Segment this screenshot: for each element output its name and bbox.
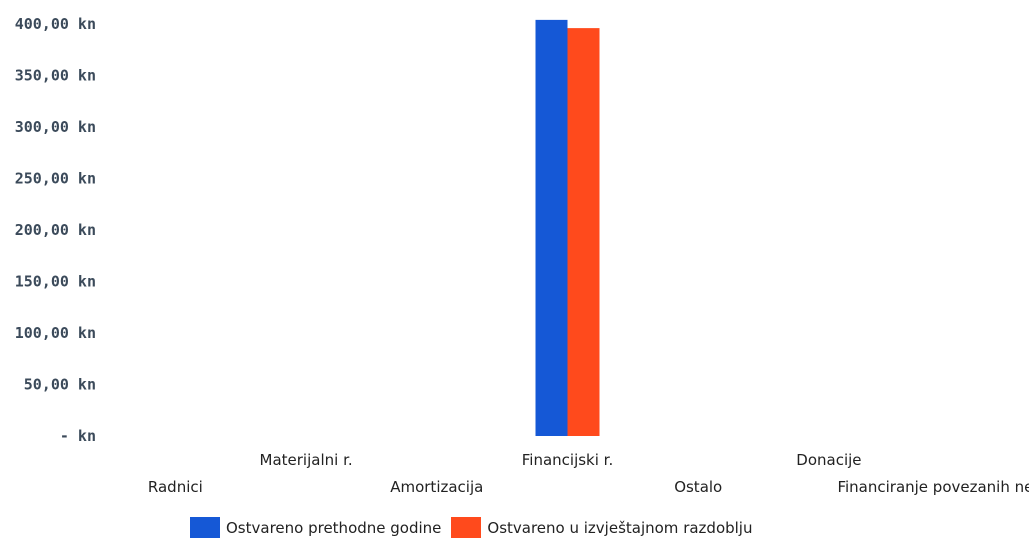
bar-3-series-1 <box>567 28 600 437</box>
y-axis: - kn 50,00 kn 100,00 kn 150,00 kn 200,00 kn 2… <box>15 15 96 445</box>
y-tick-label: 50,00 kn <box>24 376 96 394</box>
x-tick-label: Radnici <box>148 478 203 496</box>
x-tick-label: Amortizacija <box>390 478 483 496</box>
y-tick-label: 350,00 kn <box>15 67 96 85</box>
y-tick-label: 200,00 kn <box>15 221 96 239</box>
legend-label-previous-year: Ostvareno prethodne godine <box>226 518 442 537</box>
y-tick-label: - kn <box>60 427 96 445</box>
x-tick-label: Financiranje povezanih nepr.org. <box>837 478 1029 496</box>
x-tick-label: Ostalo <box>674 478 722 496</box>
bar-3-series-0 <box>535 19 568 436</box>
legend-swatch-reporting-period <box>451 517 482 538</box>
y-tick-label: 250,00 kn <box>15 170 96 188</box>
y-tick-label: 300,00 kn <box>15 118 96 136</box>
legend-item-previous-year: Ostvareno prethodne godine <box>190 517 441 538</box>
bars <box>535 19 600 437</box>
x-tick-label: Donacije <box>796 451 861 469</box>
y-tick-label: 150,00 kn <box>15 273 96 291</box>
x-tick-label: Financijski r. <box>522 451 614 469</box>
y-tick-label: 100,00 kn <box>15 324 96 342</box>
legend-swatch-previous-year <box>190 517 220 538</box>
legend-item-reporting-period: Ostvareno u izvještajnom razdoblju <box>451 517 752 538</box>
x-axis: Radnici Materijalni r. Amortizacija Financi… <box>148 451 1029 496</box>
x-tick-label: Materijalni r. <box>260 451 353 469</box>
legend-label-reporting-period: Ostvareno u izvještajnom razdoblju <box>487 518 753 537</box>
y-tick-label: 400,00 kn <box>15 15 96 33</box>
legend: Ostvareno prethodne godine Ostvareno u i… <box>190 517 762 538</box>
